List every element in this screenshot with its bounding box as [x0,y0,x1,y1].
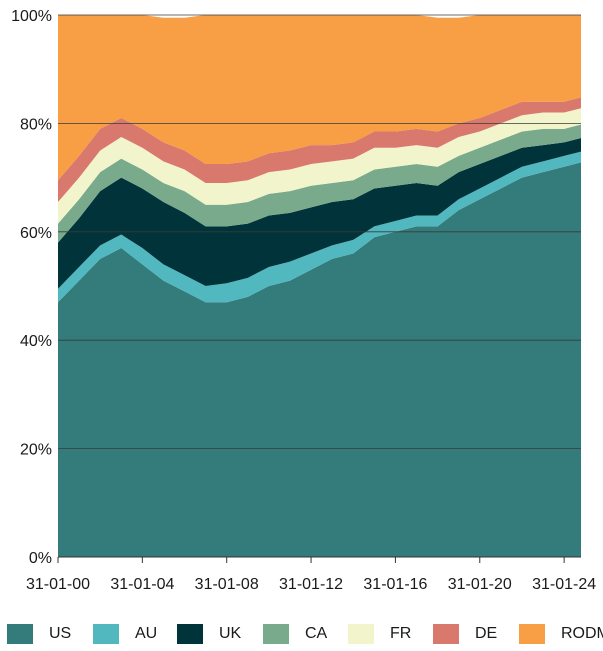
area-fr [58,108,581,224]
x-tick-label: 31-01-20 [448,576,512,593]
legend-swatch [7,624,33,644]
legend-item-uk: UK [177,620,241,648]
y-tick-label: 80% [20,116,52,133]
x-tick-label: 31-01-00 [26,576,90,593]
legend: US AU UK CA FR DE RODM [0,620,603,648]
y-tick-label: 0% [29,550,52,567]
legend-label: DE [475,625,498,642]
legend-label: RODM [561,625,603,642]
legend-item-de: DE [433,620,497,648]
gridlines [58,14,581,450]
legend-item-rodm: RODM [519,620,603,648]
area-series-group [58,15,581,558]
x-axis: 31-01-00 31-01-04 31-01-08 31-01-12 31-01-16… [26,556,596,593]
y-tick-label: 20% [20,442,52,459]
legend-label: AU [135,625,158,642]
legend-label: CA [305,625,328,642]
area-de [58,97,581,202]
area-us [58,162,581,558]
legend-swatch [93,624,119,644]
area-uk [58,138,581,289]
legend-swatch [519,624,545,644]
y-axis-ticks: 0% 20% 40% 60% 80% 100% [11,8,52,567]
legend-item-us: US [7,620,71,648]
x-tick-label: 31-01-12 [279,576,343,593]
legend-label: UK [219,625,242,642]
x-tick-label: 31-01-24 [532,576,596,593]
area-ca [58,124,581,243]
x-tick-label: 31-01-04 [110,576,174,593]
y-tick-label: 100% [11,8,52,25]
legend-swatch [177,624,203,644]
x-tick-label: 31-01-16 [363,576,427,593]
legend-label: FR [390,625,412,642]
stacked-area-chart: 0%20%40%60%80%100% 31-01-00 31-01-04 31-01… [11,8,596,593]
y-tick-label: 40% [20,333,52,350]
x-tick-label: 31-01-08 [195,576,259,593]
legend-swatch [433,624,459,644]
legend-swatch [263,624,289,644]
legend-item-fr: FR [348,620,411,648]
y-tick-label: 60% [20,225,52,242]
legend-item-ca: CA [263,620,327,648]
legend-item-au: AU [93,620,157,648]
area-au [58,151,581,303]
area-rodm [58,15,581,181]
legend-label: US [49,625,72,642]
legend-swatch [348,624,374,644]
